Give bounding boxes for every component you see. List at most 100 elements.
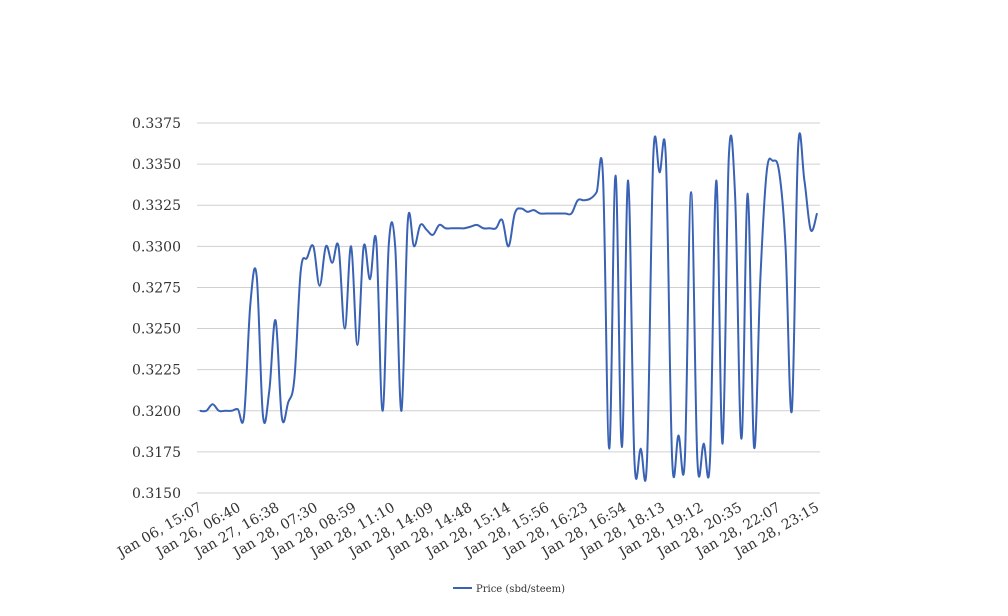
data-point bbox=[759, 278, 761, 280]
data-point bbox=[274, 319, 277, 321]
data-point bbox=[740, 438, 743, 440]
y-tick-label: 0.3225 bbox=[132, 363, 181, 379]
data-point bbox=[703, 443, 705, 445]
data-point bbox=[205, 410, 207, 412]
data-point bbox=[766, 171, 768, 173]
data-point bbox=[728, 155, 730, 157]
data-point bbox=[350, 245, 352, 247]
data-point bbox=[778, 171, 780, 173]
data-point bbox=[262, 415, 264, 417]
data-point bbox=[747, 193, 749, 195]
y-tick-label: 0.3250 bbox=[132, 322, 181, 338]
data-point bbox=[577, 199, 579, 201]
data-point bbox=[243, 415, 245, 417]
data-point bbox=[627, 179, 629, 182]
y-tick-label: 0.3375 bbox=[132, 116, 181, 132]
data-point bbox=[230, 410, 233, 412]
data-point bbox=[268, 390, 270, 392]
legend-label-price: Price (sbd/steem) bbox=[476, 584, 565, 595]
data-point bbox=[721, 443, 724, 445]
data-point bbox=[545, 212, 547, 215]
grid-lines bbox=[197, 122, 820, 494]
data-point bbox=[482, 227, 484, 229]
data-point bbox=[621, 446, 623, 448]
data-point bbox=[451, 227, 453, 229]
data-point bbox=[551, 212, 554, 215]
data-point bbox=[602, 175, 604, 177]
data-point bbox=[400, 410, 403, 412]
data-point bbox=[715, 179, 717, 182]
data-point bbox=[589, 198, 591, 200]
data-point bbox=[501, 219, 503, 221]
y-tick-label: 0.3300 bbox=[132, 239, 181, 255]
data-point bbox=[426, 229, 428, 231]
data-point bbox=[470, 226, 472, 228]
data-point bbox=[816, 212, 818, 215]
data-point bbox=[633, 459, 636, 461]
data-point bbox=[810, 229, 812, 231]
data-point bbox=[652, 155, 654, 157]
data-point bbox=[438, 224, 440, 226]
data-point bbox=[677, 434, 680, 437]
data-point bbox=[526, 211, 528, 213]
data-point bbox=[287, 401, 289, 404]
data-point bbox=[507, 245, 510, 247]
y-tick-label: 0.3350 bbox=[132, 157, 181, 173]
data-point bbox=[463, 227, 466, 229]
data-point bbox=[444, 227, 447, 229]
data-point bbox=[489, 227, 491, 229]
data-point bbox=[375, 240, 377, 242]
data-point bbox=[363, 245, 365, 247]
data-point bbox=[457, 227, 459, 229]
data-point bbox=[300, 270, 302, 272]
data-point bbox=[211, 403, 214, 405]
data-point bbox=[331, 262, 333, 264]
data-point bbox=[306, 257, 308, 259]
data-point bbox=[256, 275, 258, 277]
data-point bbox=[312, 245, 314, 247]
data-point bbox=[791, 410, 793, 412]
data-point bbox=[337, 245, 340, 247]
data-point bbox=[570, 212, 573, 215]
y-tick-label: 0.3275 bbox=[132, 280, 181, 296]
data-point bbox=[369, 278, 371, 280]
data-point bbox=[797, 147, 799, 149]
data-point bbox=[646, 459, 648, 461]
data-point bbox=[784, 245, 787, 247]
data-point bbox=[640, 448, 642, 450]
data-point bbox=[218, 410, 220, 412]
data-point bbox=[249, 303, 251, 305]
y-tick-label: 0.3150 bbox=[132, 486, 181, 502]
data-point bbox=[344, 327, 346, 330]
series-line-price bbox=[199, 132, 818, 482]
y-tick-label: 0.3200 bbox=[132, 404, 181, 420]
data-point bbox=[709, 459, 711, 461]
data-point bbox=[325, 245, 327, 247]
data-point bbox=[224, 410, 226, 412]
series-layer bbox=[199, 132, 818, 482]
data-point bbox=[614, 175, 617, 177]
data-point bbox=[539, 212, 541, 215]
data-point bbox=[319, 285, 321, 287]
data-point bbox=[381, 410, 384, 412]
data-point bbox=[684, 459, 686, 461]
data-point bbox=[281, 416, 283, 418]
data-point bbox=[413, 245, 415, 247]
data-point bbox=[564, 212, 566, 215]
data-point bbox=[419, 224, 421, 226]
data-point bbox=[520, 207, 522, 210]
data-point bbox=[237, 408, 239, 410]
data-point bbox=[432, 234, 434, 236]
data-point bbox=[659, 171, 661, 173]
data-point bbox=[388, 242, 390, 244]
y-tick-label: 0.3325 bbox=[132, 198, 181, 214]
data-point bbox=[476, 224, 478, 226]
legend[interactable]: Price (sbd/steem) bbox=[453, 584, 565, 595]
data-point bbox=[356, 344, 358, 346]
data-point bbox=[514, 212, 516, 215]
data-point bbox=[394, 245, 396, 247]
data-point bbox=[696, 459, 698, 461]
y-axis-ticks: 0.3150 0.3175 0.3200 0.3225 0.3250 0.3275 0.33… bbox=[132, 116, 181, 502]
